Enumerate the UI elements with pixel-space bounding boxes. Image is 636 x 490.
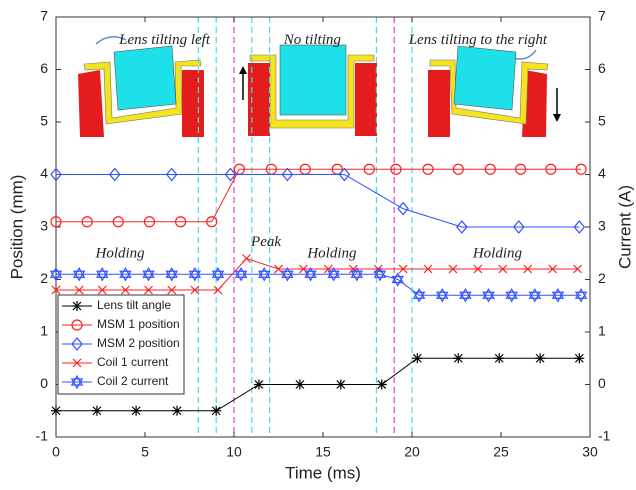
point: [92, 406, 102, 416]
y2-axis-label: Current (A): [615, 185, 634, 269]
y2-tick-label: 4: [598, 165, 606, 181]
x-tick-label: 30: [582, 444, 598, 460]
legend-label: Coil 1 current: [97, 355, 169, 369]
legend-marker: [72, 301, 82, 311]
point: [254, 380, 264, 390]
x-tick-label: 5: [141, 444, 149, 460]
annotation: Lens tilting left: [118, 32, 211, 48]
annotation: No tilting: [283, 32, 342, 48]
legend-label: Coil 2 current: [97, 374, 169, 388]
magnet: [78, 70, 104, 137]
y-tick-label: 0: [40, 375, 48, 391]
y2-tick-label: 3: [598, 218, 606, 234]
x-tick-label: 10: [226, 444, 242, 460]
legend-label: MSM 2 position: [97, 336, 180, 350]
magnet: [355, 63, 377, 136]
annotation: Holding: [472, 246, 523, 262]
x-tick-label: 15: [315, 444, 331, 460]
point: [336, 380, 346, 390]
chart: Time (ms) Position (mm) Current (A) 0510…: [0, 0, 636, 490]
lens: [114, 46, 176, 110]
magnet: [428, 70, 450, 137]
lens-center-diagram: [239, 45, 377, 136]
annotation: Lens tilting to the right: [408, 32, 548, 48]
y-tick-label: 1: [40, 323, 48, 339]
y2-tick-label: 0: [598, 375, 606, 391]
y-axis-label: Position (mm): [7, 175, 26, 280]
y-tick-label: -1: [36, 428, 49, 444]
legend: Lens tilt angle MSM 1 position MSM 2 posit…: [58, 295, 184, 394]
y-tick-label: 3: [40, 218, 48, 234]
x-tick-label: 25: [493, 444, 509, 460]
lens: [454, 46, 516, 110]
x-tick-label: 0: [52, 444, 60, 460]
point: [211, 406, 221, 416]
point: [453, 353, 463, 363]
legend-label: MSM 1 position: [97, 317, 180, 331]
lens: [280, 45, 346, 115]
annotation: Peak: [250, 234, 281, 250]
legend-label: Lens tilt angle: [97, 298, 171, 312]
annotation: Holding: [94, 246, 145, 262]
point: [494, 353, 504, 363]
point: [172, 406, 182, 416]
y-tick-label: 6: [40, 60, 48, 76]
y-tick-label: 7: [40, 8, 48, 24]
y-tick-label: 2: [40, 270, 48, 286]
magnet: [182, 70, 204, 137]
point: [574, 353, 584, 363]
x-tick-label: 20: [404, 444, 420, 460]
y-tick-label: 4: [40, 165, 48, 181]
y-tick-label: 5: [40, 113, 48, 129]
y2-tick-label: 6: [598, 60, 606, 76]
y2-tick-label: 5: [598, 113, 606, 129]
y2-tick-label: -1: [598, 428, 611, 444]
point: [131, 406, 141, 416]
y2-tick-label: 7: [598, 8, 606, 24]
point: [295, 380, 305, 390]
y2-tick-label: 1: [598, 323, 606, 339]
point: [412, 353, 422, 363]
y2-tick-label: 2: [598, 270, 606, 286]
annotation: Holding: [306, 246, 357, 262]
point: [535, 353, 545, 363]
point: [377, 380, 387, 390]
point: [51, 406, 61, 416]
x-axis-label: Time (ms): [285, 463, 361, 482]
